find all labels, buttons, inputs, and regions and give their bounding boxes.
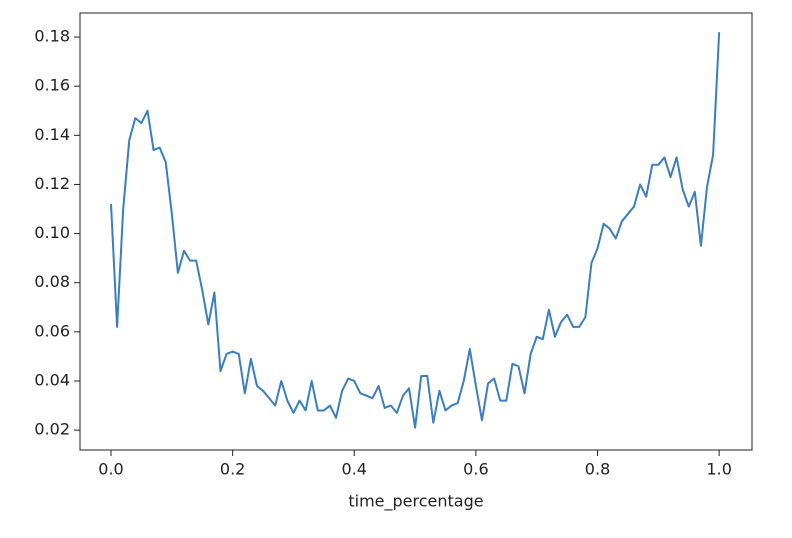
x-tick-label: 1.0 [706,460,731,479]
y-tick-label: 0.16 [34,76,70,95]
y-tick-label: 0.06 [34,321,70,340]
y-tick-label: 0.10 [34,223,70,242]
plot-frame [79,12,753,451]
y-tick-label: 0.18 [34,27,70,46]
y-tick-label: 0.08 [34,272,70,291]
x-tick-label: 0.6 [463,460,488,479]
x-tick-label: 0.4 [342,460,367,479]
y-tick-label: 0.14 [34,125,70,144]
x-axis-label: time_percentage [348,492,483,512]
y-tick-label: 0.04 [34,370,70,389]
x-tick-label: 0.8 [585,460,610,479]
y-tick-label: 0.12 [34,174,70,193]
x-tick-label: 0.0 [98,460,123,479]
data-line [110,32,721,429]
x-tick-label: 0.2 [220,460,245,479]
y-tick-label: 0.02 [34,420,70,439]
